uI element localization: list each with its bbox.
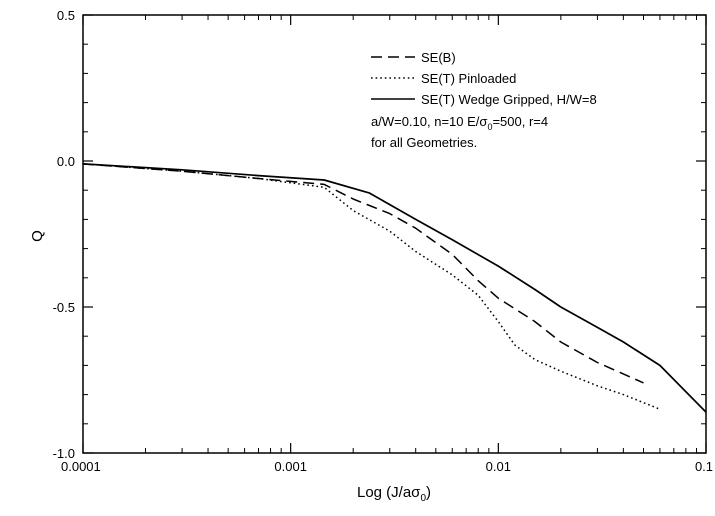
- annotation-parameters-subscript: 0: [487, 122, 492, 132]
- y-axis-title: Q: [29, 230, 46, 242]
- axis-ticks: [82, 14, 707, 454]
- series-line-2: [82, 163, 661, 410]
- axis-tick-labels: 0.0001 0.001 0.01 0.1 0.5 0.0 -0.5 -1.0: [53, 8, 713, 474]
- series-lines: [82, 163, 707, 413]
- x-tick-label: 0.1: [695, 459, 713, 474]
- annotation-parameters: a/W=0.10, n=10 E/σ0=500, r=4: [371, 114, 548, 132]
- legend-label-se-b: SE(B): [421, 50, 456, 65]
- annotation-geometries: for all Geometries.: [371, 135, 477, 150]
- legend: SE(B) SE(T) Pinloaded SE(T) Wedge Grippe…: [371, 50, 597, 150]
- y-tick-label: -1.0: [53, 446, 75, 461]
- series-line-3: [82, 163, 707, 413]
- x-tick-label: 0.001: [274, 459, 307, 474]
- plot-frame: [82, 14, 707, 454]
- x-tick-label: 0.01: [486, 459, 511, 474]
- annotation-parameters-rest: =500, r=4: [492, 114, 548, 129]
- x-axis-title-subscript: 0: [420, 493, 426, 504]
- legend-label-se-t-wedge: SE(T) Wedge Gripped, H/W=8: [421, 92, 597, 107]
- x-tick-label: 0.0001: [61, 459, 101, 474]
- series-line-1: [82, 163, 644, 384]
- y-tick-label: 0.5: [57, 8, 75, 23]
- legend-label-se-t-pinloaded: SE(T) Pinloaded: [421, 71, 516, 86]
- x-axis-title-close: ): [426, 484, 431, 501]
- y-tick-label: -0.5: [53, 300, 75, 315]
- annotation-parameters-main: a/W=0.10, n=10 E/σ: [371, 114, 487, 129]
- y-tick-label: 0.0: [57, 154, 75, 169]
- x-axis-title: Log (J/aσ0): [357, 484, 431, 504]
- x-axis-title-main: Log (J/aσ: [357, 484, 421, 501]
